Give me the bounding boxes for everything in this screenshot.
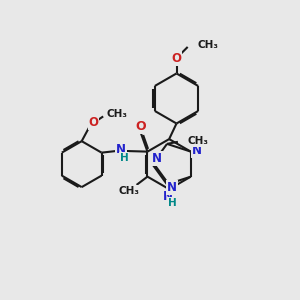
Text: N: N [116,143,126,156]
Text: O: O [136,119,146,133]
Text: CH₃: CH₃ [107,109,128,119]
Text: N: N [163,190,173,203]
Text: O: O [172,52,182,64]
Text: CH₃: CH₃ [119,186,140,196]
Text: N: N [167,182,177,194]
Text: N: N [152,152,162,165]
Text: H: H [119,152,128,163]
Text: O: O [88,116,98,129]
Text: H: H [168,198,177,208]
Text: N: N [192,144,202,157]
Text: CH₃: CH₃ [197,40,218,50]
Text: CH₃: CH₃ [188,136,208,146]
